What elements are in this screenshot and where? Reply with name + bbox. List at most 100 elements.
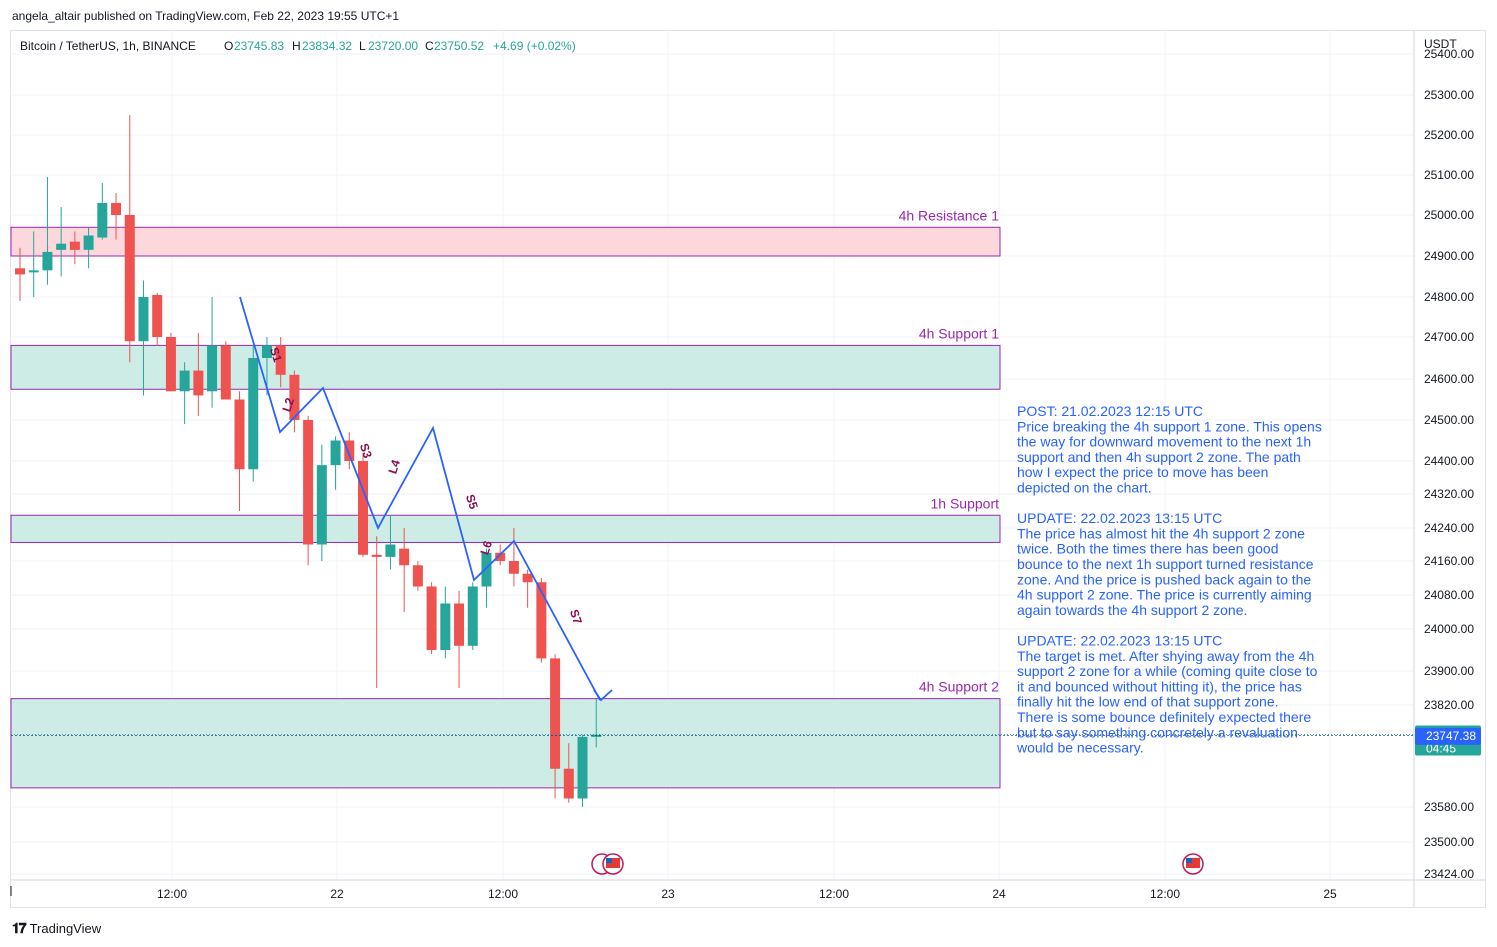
- event-flag-icon[interactable]: [1182, 853, 1204, 875]
- wave-label: S7: [567, 608, 585, 627]
- candle-body: [454, 603, 465, 646]
- price-tick-label: 24400.00: [1424, 454, 1474, 468]
- countdown-value: 04:45: [1426, 742, 1456, 756]
- candle-body: [385, 544, 396, 557]
- expected-path: S1 L2 S3 L4 S5 L6 S7: [239, 296, 613, 702]
- price-tick-label: 25200.00: [1424, 128, 1474, 142]
- annotation-line: depicted on the chart.: [1017, 480, 1152, 496]
- price-tick-label: 23820.00: [1424, 698, 1474, 712]
- symbol-name[interactable]: Bitcoin / TetherUS, 1h, BINANCE: [20, 39, 196, 53]
- zones-layer: 4h Resistance 1 4h Support 1 1h Support 4h …: [10, 207, 1001, 789]
- brand-name: TradingView: [29, 921, 102, 936]
- annotation-title: POST: 21.02.2023 12:15 UTC: [1017, 403, 1203, 419]
- time-tick-label: 23: [661, 887, 675, 901]
- marker-price-value: 23747.38: [1426, 729, 1476, 743]
- event-flag-icon[interactable]: [591, 853, 624, 875]
- candle-body: [426, 586, 437, 650]
- low-value: 23720.00: [368, 39, 418, 53]
- candle-body: [371, 554, 382, 557]
- annotation-title: UPDATE: 22.02.2023 13:15 UTC: [1017, 510, 1222, 526]
- annotation-title: UPDATE: 22.02.2023 13:15 UTC: [1017, 633, 1222, 649]
- currency-label: USDT: [1424, 37, 1457, 51]
- event-icons: [591, 853, 1204, 875]
- candle-body: [358, 461, 368, 555]
- marker-price-badge: [1415, 727, 1481, 745]
- wave-label: L2: [279, 396, 297, 414]
- candle-body: [467, 586, 478, 646]
- candle-body: [15, 268, 25, 275]
- candle-body: [577, 736, 588, 799]
- open-value: 23745.83: [234, 39, 284, 53]
- wave-label: S3: [357, 442, 375, 461]
- symbol-bar: Bitcoin / TetherUS, 1h, BINANCE O 23745.…: [20, 39, 576, 53]
- candle-body: [234, 399, 245, 470]
- publisher-header: angela_altair published on TradingView.c…: [12, 9, 400, 23]
- high-value: 23834.32: [302, 39, 352, 53]
- annotation-line: support 2 zone for a while (coming quite…: [1017, 663, 1318, 679]
- annotation-line: There is some bounce definitely expected…: [1017, 709, 1311, 725]
- zone-rect: [10, 514, 1001, 543]
- price-tick-label: 24600.00: [1424, 372, 1474, 386]
- candle-body: [56, 243, 67, 250]
- price-tick-label: 24500.00: [1424, 413, 1474, 427]
- time-tick-label: 12:00: [157, 887, 187, 901]
- wave-label: S5: [463, 493, 481, 512]
- candle-body: [330, 440, 341, 466]
- candle-body: [97, 203, 108, 238]
- candle-body: [303, 420, 314, 545]
- price-tick-label: 23500.00: [1424, 835, 1474, 849]
- price-tick-label: 24900.00: [1424, 249, 1474, 263]
- candle-body: [28, 270, 39, 273]
- low-label: L: [359, 39, 366, 53]
- price-tick-label: 24000.00: [1424, 622, 1474, 636]
- price-axis: 25400.00 25300.00 25200.00 25100.00 25000.00…: [1424, 47, 1474, 881]
- candle-body: [248, 358, 259, 470]
- candle-body: [207, 345, 218, 392]
- candle-body: [261, 345, 272, 358]
- candle-body: [289, 374, 300, 420]
- wave-label: L6: [477, 539, 495, 557]
- path-line: [239, 296, 601, 701]
- annotation-line: The target is met. After shying away fro…: [1017, 648, 1314, 664]
- annotation-line: bounce to the next 1h support turned res…: [1017, 556, 1314, 572]
- price-tick-label: 24700.00: [1424, 330, 1474, 344]
- candle-body: [179, 370, 190, 392]
- time-tick-label: 12:00: [819, 887, 849, 901]
- tradingview-logo-icon: 𝟏𝟕: [12, 920, 27, 936]
- annotation-line: 4h support 2 zone. The price is currentl…: [1017, 587, 1312, 603]
- high-label: H: [292, 39, 301, 53]
- candles-layer: [11, 115, 1414, 807]
- time-tick-label: 12:00: [488, 887, 518, 901]
- candle-body: [316, 465, 327, 545]
- price-tick-label: 24800.00: [1424, 290, 1474, 304]
- candle-body: [399, 548, 410, 566]
- annotation-line: again towards the 4h support 2 zone.: [1017, 602, 1247, 618]
- time-tick-label: 22: [330, 887, 344, 901]
- time-tick-label: 12:00: [1150, 887, 1180, 901]
- footer-brand[interactable]: 𝟏𝟕 TradingView: [12, 920, 101, 937]
- annotation-line: finally hit the low end of that support …: [1017, 694, 1279, 710]
- annotation-line: the way for downward movement to the nex…: [1017, 434, 1311, 450]
- candle-body: [495, 552, 506, 561]
- candle-body: [550, 658, 561, 769]
- price-tick-label: 25400.00: [1424, 47, 1474, 61]
- zone-label: 1h Support: [931, 495, 1000, 511]
- candle-body: [481, 552, 492, 587]
- candle-body: [220, 345, 231, 400]
- zone-label: 4h Support 2: [919, 679, 999, 695]
- price-tick-label: 23424.00: [1424, 867, 1474, 881]
- price-tick-label: 25300.00: [1424, 88, 1474, 102]
- candle-body: [83, 235, 94, 250]
- candle-body: [536, 582, 547, 659]
- candle-body: [42, 251, 53, 271]
- close-value: 23750.52: [434, 39, 484, 53]
- annotation-line: would be necessary.: [1016, 740, 1144, 756]
- candle-body: [508, 561, 519, 574]
- zone-rect: [10, 698, 1001, 789]
- candle-body: [440, 603, 451, 650]
- price-tick-label: 24240.00: [1424, 521, 1474, 535]
- candle-body: [522, 573, 533, 583]
- candle-body: [111, 203, 122, 215]
